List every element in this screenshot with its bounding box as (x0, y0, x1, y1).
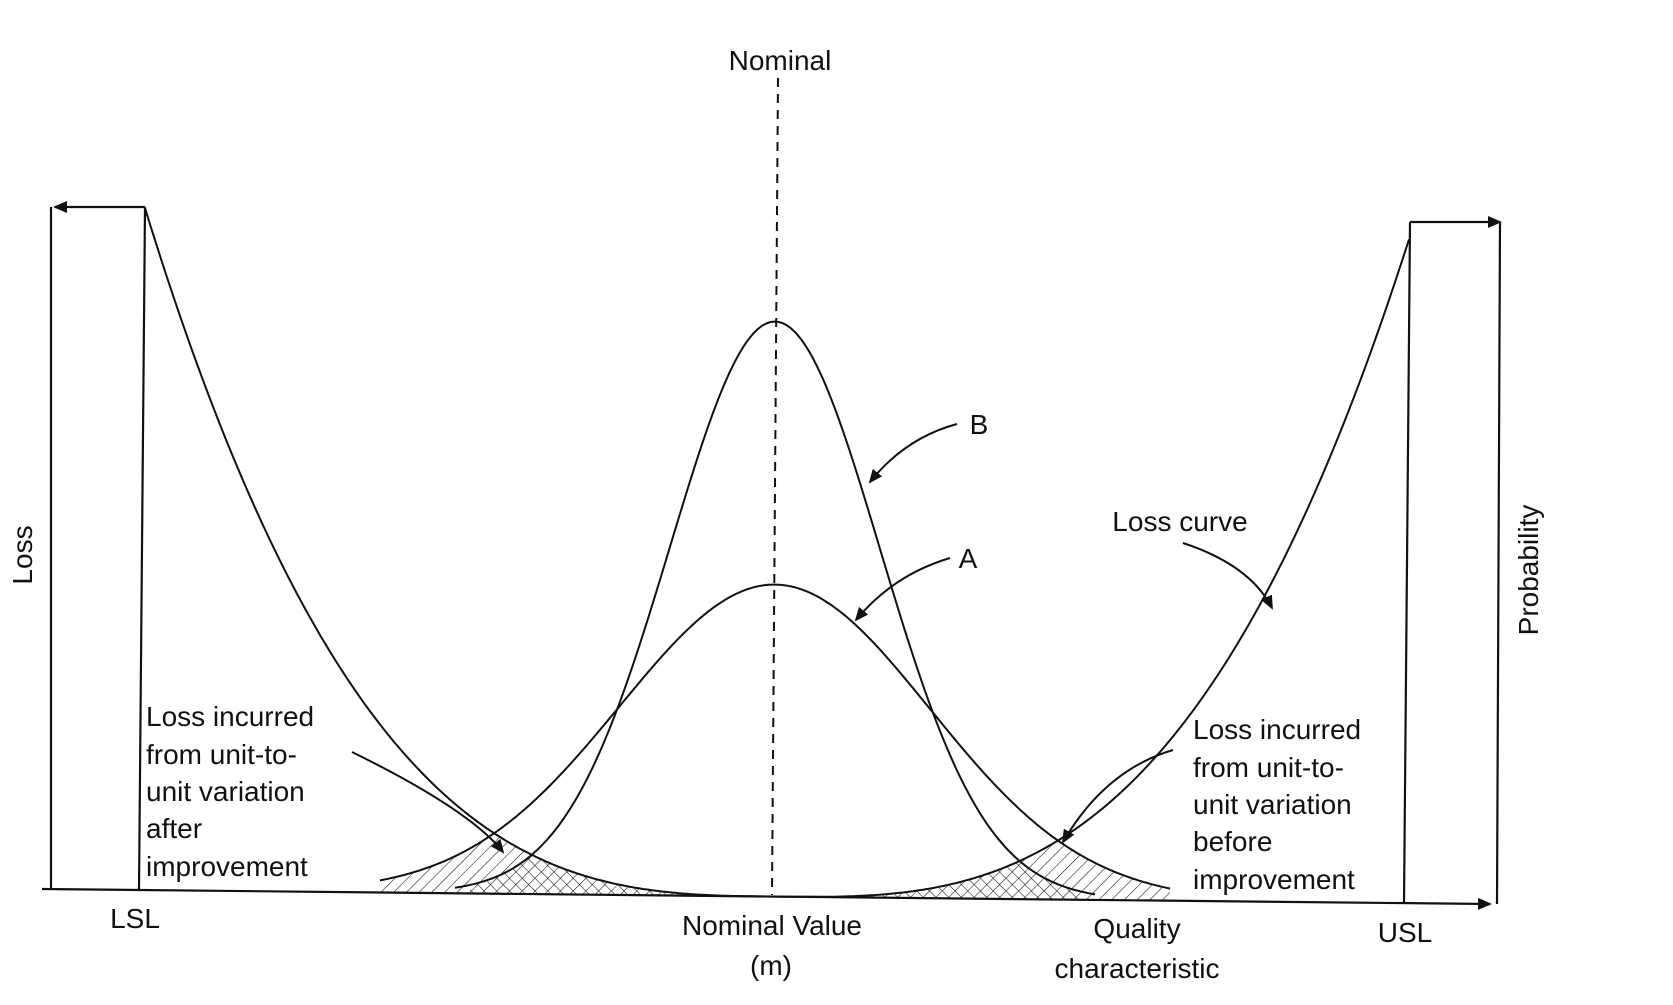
distribution-curve-a (379, 583, 1171, 890)
before-improvement-line5: improvement (1193, 864, 1355, 895)
usl-label: USL (1378, 917, 1432, 948)
after-improvement-line5: improvement (146, 851, 308, 882)
labels: Nominal Loss Probability LSL USL Nominal… (7, 45, 1544, 984)
lsl-line (137, 206, 147, 890)
before-improvement-line2: from unit-to- (1193, 752, 1344, 783)
after-improvement-line4: after (146, 813, 202, 844)
curve-b-label: B (970, 409, 989, 440)
pointer-arrows (351, 423, 1273, 854)
right-vertical-edge (1495, 221, 1502, 905)
arrow-after-improvement (351, 751, 505, 854)
arrow-before-improvement (1061, 749, 1174, 844)
lsl-label: LSL (110, 903, 160, 934)
before-improvement-line3: unit variation (1193, 789, 1352, 820)
before-improvement-line4: before (1193, 826, 1272, 857)
quality-label: Quality (1093, 913, 1180, 944)
arrow-to-curve-a (854, 557, 951, 622)
loss-curve (144, 207, 1410, 898)
nominal-dashed-line (771, 77, 779, 896)
nominal-top-label: Nominal (729, 45, 832, 76)
before-improvement-line1: Loss incurred (1193, 714, 1361, 745)
arrow-to-curve-b (868, 423, 958, 484)
characteristic-label: characteristic (1055, 953, 1220, 984)
curves (144, 207, 1410, 898)
after-improvement-line2: from unit-to- (146, 739, 297, 770)
loss-curve-label: Loss curve (1112, 506, 1247, 537)
arrow-to-loss-curve (1182, 542, 1273, 610)
loss-axis-label: Loss (7, 525, 38, 584)
after-improvement-line1: Loss incurred (146, 701, 314, 732)
usl-line (1402, 221, 1412, 905)
curve-a-label: A (959, 543, 978, 574)
distribution-curve-b (454, 320, 1096, 896)
nominal-value-label: Nominal Value (682, 910, 862, 941)
hatch-region-before-improvement (470, 854, 1085, 900)
after-improvement-line3: unit variation (146, 776, 305, 807)
probability-axis-label: Probability (1513, 505, 1544, 636)
nominal-value-m-label: (m) (750, 950, 792, 981)
